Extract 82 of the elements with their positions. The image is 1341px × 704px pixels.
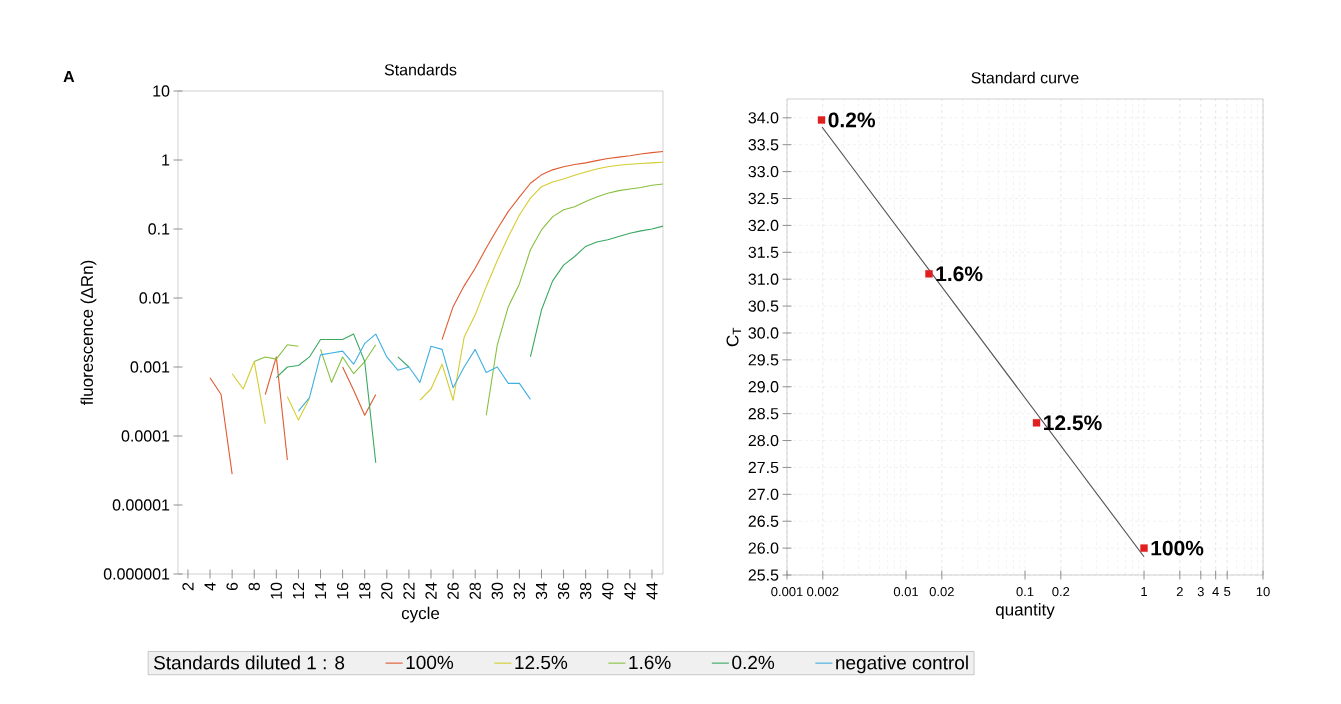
x-tick-label: 28 <box>469 582 481 600</box>
line-series <box>297 333 531 412</box>
y-axis-title: C$_{T}$ <box>726 327 741 347</box>
annotation: 1.6% <box>936 266 983 282</box>
y-tick-label: 32.0 <box>748 219 779 232</box>
x-tick-label: 38 <box>580 582 592 600</box>
y-tick-label: 27.5 <box>748 461 779 474</box>
y-tick-label: 29.0 <box>748 381 779 393</box>
annotation: 0.2% <box>828 112 876 128</box>
text: A <box>63 71 75 83</box>
x-tick-label: 24 <box>425 582 437 600</box>
y-tick-label: 29.5 <box>748 354 779 366</box>
y-tick-label: 25.5 <box>748 569 779 581</box>
y-tick-label: 0.000001 <box>103 568 170 580</box>
y-tick-label: 0.0001 <box>121 430 170 442</box>
x-tick-label: 44 <box>646 582 658 600</box>
y-tick-label: 30.0 <box>748 327 779 339</box>
x-tick-label: 14 <box>315 582 327 599</box>
x-tick-label: 0.02 <box>929 587 954 597</box>
legend-title: Standards diluted 1 : 8 <box>153 655 345 670</box>
x-tick-label: 0.001 <box>771 587 803 597</box>
x-tick-label: 12 <box>292 582 305 599</box>
x-tick-label: 16 <box>336 582 349 599</box>
y-tick-label: 30.5 <box>748 300 779 312</box>
y-tick-label: 33.5 <box>748 139 779 151</box>
legend-label: negative control <box>836 655 968 674</box>
x-tick-label: 34 <box>535 582 548 600</box>
x-tick-label: 4 <box>204 582 216 591</box>
x-tick-label: 10 <box>1256 587 1270 597</box>
y-tick-label: 0.1 <box>148 223 170 235</box>
y-tick-label: 31.0 <box>748 273 779 285</box>
y-tick-label: 0.001 <box>130 361 170 373</box>
x-tick-label: 2 <box>1176 587 1183 597</box>
x-tick-label: 0.1 <box>1016 587 1034 597</box>
x-tick-label: 0.01 <box>893 587 919 597</box>
x-tick-label: 2 <box>182 582 194 591</box>
point <box>817 116 826 124</box>
y-tick-label: 33.0 <box>748 165 779 178</box>
x-tick-label: 22 <box>403 582 415 600</box>
y-tick-label: 26.0 <box>748 542 779 554</box>
y-tick-label: 32.5 <box>748 192 779 205</box>
x-tick-label: 6 <box>226 582 238 591</box>
point <box>1140 544 1148 552</box>
x-tick-label: 32 <box>513 582 526 600</box>
x-tick-label: 0.002 <box>807 587 839 597</box>
x-tick-label: 5 <box>1224 587 1231 597</box>
annotation: 12.5% <box>1044 415 1102 431</box>
x-tick-label: 1 <box>1141 587 1147 596</box>
y-tick-label: 28.5 <box>748 407 779 420</box>
x-tick-label: 40 <box>602 582 614 600</box>
x-tick-label: 8 <box>248 582 260 591</box>
x-tick-label: 20 <box>381 582 393 600</box>
x-tick-label: 36 <box>557 582 570 600</box>
x-tick-label: 10 <box>270 582 282 599</box>
y-tick-label: 1 <box>162 154 170 166</box>
x-axis-title: quantity <box>995 603 1055 619</box>
legend-label: 1.6% <box>629 655 671 670</box>
y-tick-label: 26.5 <box>748 515 779 527</box>
x-tick-label: 4 <box>1212 587 1219 596</box>
y-tick-label: 0.01 <box>139 292 170 304</box>
y-tick-label: 10 <box>153 85 170 97</box>
point <box>925 270 933 278</box>
y-tick-label: 34.0 <box>748 112 779 124</box>
x-axis-title: cycle <box>401 606 440 623</box>
y-tick-label: 27.0 <box>748 488 779 500</box>
legend-label: 100% <box>406 655 454 670</box>
x-tick-label: 18 <box>359 582 371 599</box>
chart-title: Standards <box>384 63 457 76</box>
y-tick-label: 28.0 <box>748 434 779 447</box>
y-axis-title: fluorescence (ΔRn) <box>80 260 97 406</box>
legend-label: 0.2% <box>732 655 775 670</box>
x-tick-label: 3 <box>1197 587 1204 597</box>
y-tick-label: 0.00001 <box>112 499 170 511</box>
point <box>1032 419 1041 427</box>
x-tick-label: 42 <box>624 582 636 600</box>
x-tick-label: 0.2 <box>1052 587 1070 597</box>
annotation: 100% <box>1151 540 1204 556</box>
x-tick-label: 26 <box>447 582 459 600</box>
x-tick-label: 30 <box>491 582 503 600</box>
legend-label: 12.5% <box>515 655 568 670</box>
chart-title: Standard curve <box>971 71 1079 84</box>
y-tick-label: 31.5 <box>748 246 779 258</box>
